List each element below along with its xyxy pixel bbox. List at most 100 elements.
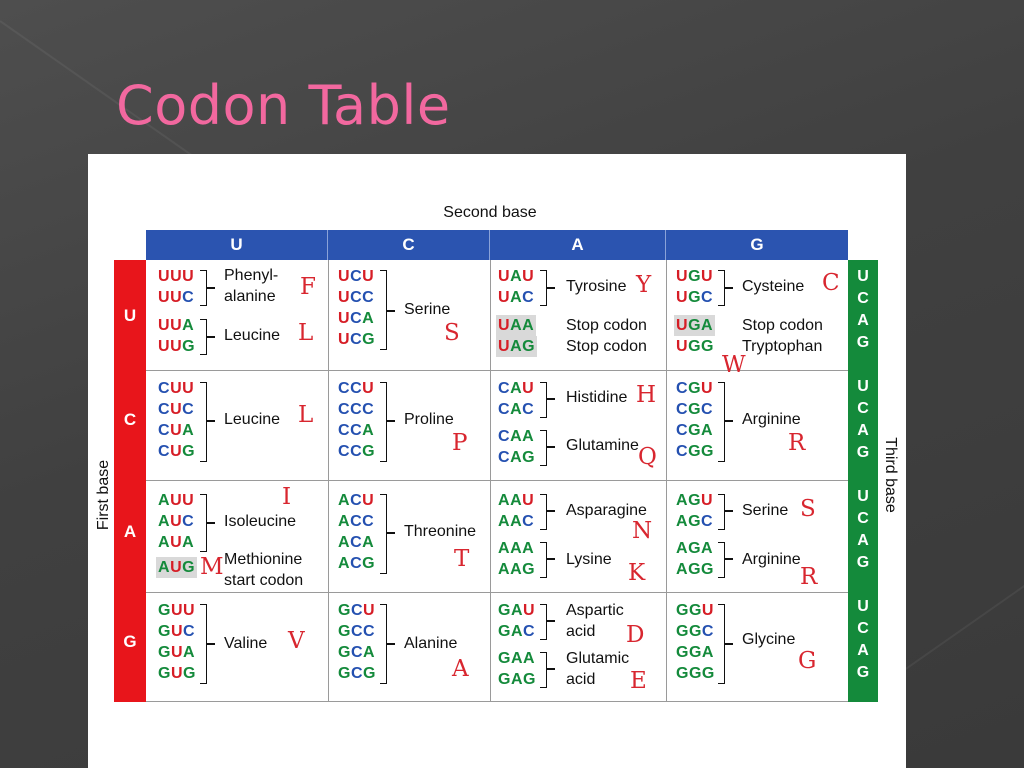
handwritten-letter: S xyxy=(800,496,816,522)
handwritten-letter: L xyxy=(298,320,314,346)
codon: GCA xyxy=(338,644,376,661)
codon: UAC xyxy=(498,289,535,306)
codon: CGA xyxy=(676,422,714,439)
first-base-c: C xyxy=(123,410,137,429)
codon: GGU xyxy=(676,602,714,619)
handwritten-letter: D xyxy=(626,622,645,648)
first-base-g: G xyxy=(123,632,137,651)
bracket-tick xyxy=(725,287,733,289)
codon: AGA xyxy=(676,540,714,557)
codon: CCG xyxy=(338,443,376,460)
amino-acid: Proline xyxy=(404,411,454,428)
codon: UUA xyxy=(158,317,195,334)
amino-acid: Serine xyxy=(742,502,789,519)
codon: CUG xyxy=(158,443,196,460)
handwritten-letter: M xyxy=(200,554,224,580)
codon: AAC xyxy=(498,513,535,530)
amino-acid: Glycine xyxy=(742,631,796,648)
bracket-tick xyxy=(207,287,215,289)
codon: GGG xyxy=(676,665,715,682)
codon: GAG xyxy=(498,671,536,688)
bracket xyxy=(200,270,207,306)
codon: UGC xyxy=(676,289,714,306)
codon: GCU xyxy=(338,602,376,619)
bracket xyxy=(200,382,207,462)
second-base-g: G xyxy=(666,230,848,260)
codon: CUC xyxy=(158,401,195,418)
codon-grid: UUU UUC UUA UUG Phenyl- alanine Leucine … xyxy=(146,260,848,702)
first-base-a: A xyxy=(123,522,137,541)
codon: GGA xyxy=(676,644,714,661)
bracket xyxy=(540,652,547,688)
handwritten-letter: F xyxy=(300,274,316,300)
amino-acid: Leucine xyxy=(224,327,281,344)
second-base-u: U xyxy=(146,230,328,260)
bracket-tick xyxy=(207,420,215,422)
codon: CCA xyxy=(338,422,375,439)
codon: CGC xyxy=(676,401,714,418)
amino-acid: Serine xyxy=(404,301,451,318)
codon: CCC xyxy=(338,401,375,418)
codon: UCG xyxy=(338,331,376,348)
codon: CGG xyxy=(676,443,714,460)
handwritten-letter: R xyxy=(788,430,806,456)
codon: GCG xyxy=(338,665,376,682)
handwritten-letter: T xyxy=(454,546,470,572)
codon: CAU xyxy=(498,380,535,397)
codon: AUA xyxy=(158,534,195,551)
bracket xyxy=(540,542,547,578)
bracket-tick xyxy=(547,287,555,289)
handwritten-letter: S xyxy=(444,320,460,346)
grid-line xyxy=(490,260,491,702)
bracket-tick xyxy=(725,510,733,512)
bracket-tick xyxy=(207,336,215,338)
amino-acid: alanine xyxy=(224,288,276,305)
bracket xyxy=(718,604,725,684)
codon: UAA xyxy=(496,315,537,336)
second-base-c: C xyxy=(328,230,490,260)
handwritten-letter: L xyxy=(298,402,314,428)
bracket-tick xyxy=(387,643,395,645)
codon: AUG xyxy=(156,557,198,578)
codon: AGG xyxy=(676,561,714,578)
bracket xyxy=(380,604,387,684)
bracket-tick xyxy=(207,643,215,645)
amino-acid: Aspartic xyxy=(566,602,624,619)
handwritten-letter: A xyxy=(452,656,469,682)
codon: UGG xyxy=(676,338,714,355)
bracket-tick xyxy=(547,668,555,670)
codon: UAU xyxy=(498,268,535,285)
codon: ACA xyxy=(338,534,375,551)
codon: ACG xyxy=(338,555,376,572)
codon: GAU xyxy=(498,602,536,619)
handwritten-letter: K xyxy=(628,560,646,586)
codon: UCC xyxy=(338,289,375,306)
amino-acid: acid xyxy=(566,671,596,688)
codon: GUC xyxy=(158,623,196,640)
amino-acid: Valine xyxy=(224,635,268,652)
amino-acid: Glutamine xyxy=(566,437,639,454)
amino-acid: Arginine xyxy=(742,411,801,428)
handwritten-letter: G xyxy=(798,648,817,674)
codon: UCA xyxy=(338,310,375,327)
grid-line xyxy=(328,260,329,702)
bracket xyxy=(540,604,547,640)
second-base-label: Second base xyxy=(443,204,537,221)
codon: UGA xyxy=(674,315,716,336)
handwritten-letter: W xyxy=(722,352,746,378)
codon: GAA xyxy=(498,650,536,667)
codon: GCC xyxy=(338,623,376,640)
codon: CAC xyxy=(498,401,535,418)
amino-acid: Tyrosine xyxy=(566,278,627,295)
amino-acid: start codon xyxy=(224,572,304,589)
codon: CAG xyxy=(498,449,536,466)
handwritten-letter: Q xyxy=(638,444,657,470)
bracket-tick xyxy=(725,558,733,560)
bracket xyxy=(380,270,387,350)
handwritten-letter: R xyxy=(800,564,818,590)
bracket xyxy=(380,382,387,462)
handwritten-letter: V xyxy=(288,628,305,654)
